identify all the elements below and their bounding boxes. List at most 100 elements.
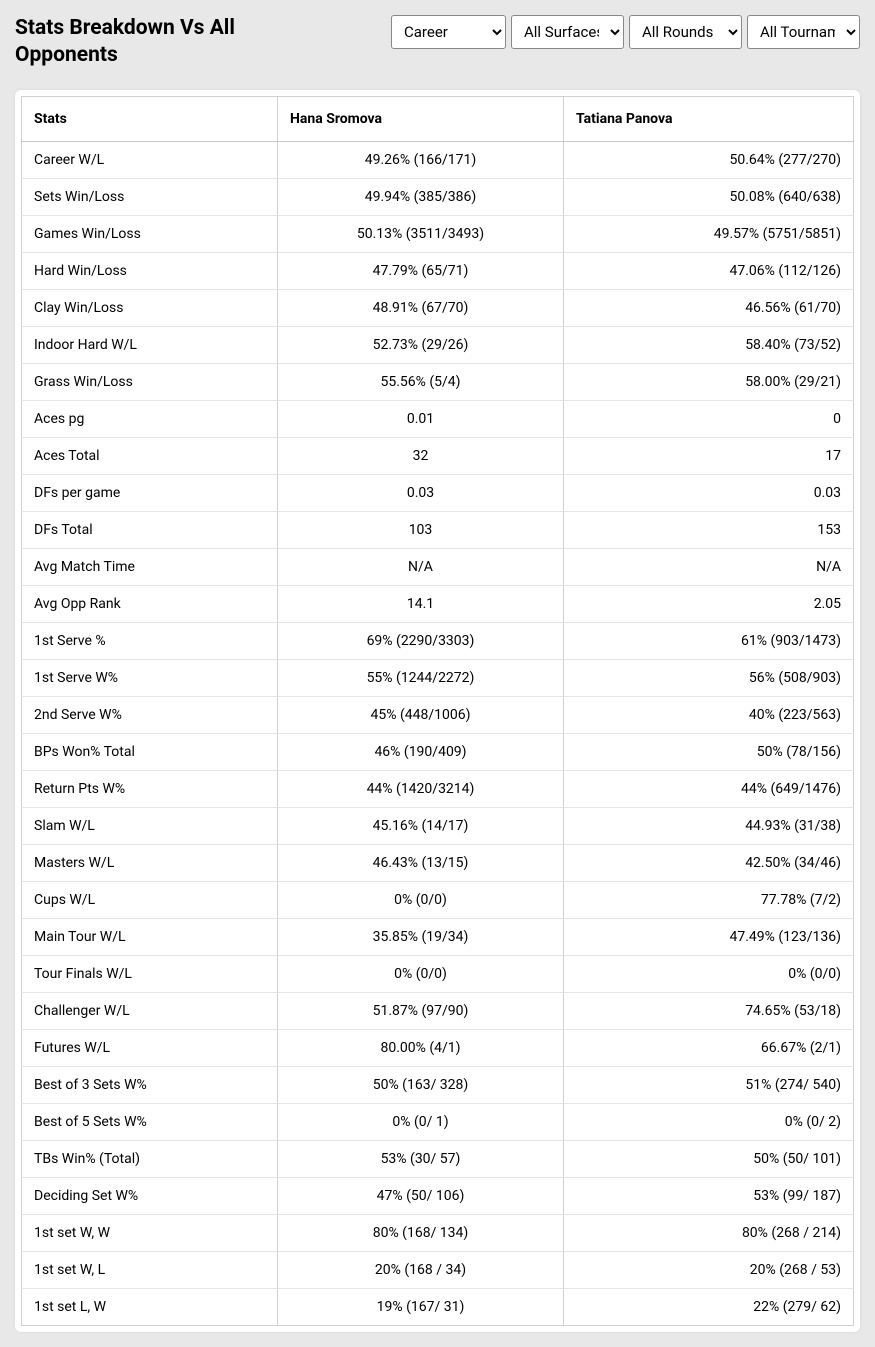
player1-value-cell: 44% (1420/3214)	[278, 770, 564, 807]
stats-table-container: Stats Hana Sromova Tatiana Panova Career…	[15, 90, 860, 1332]
player2-value-cell: 2.05	[564, 585, 854, 622]
player2-value-cell: 42.50% (34/46)	[564, 844, 854, 881]
table-row: Aces Total3217	[22, 437, 854, 474]
player2-value-cell: 44% (649/1476)	[564, 770, 854, 807]
player1-value-cell: 55.56% (5/4)	[278, 363, 564, 400]
table-row: Challenger W/L51.87% (97/90)74.65% (53/1…	[22, 992, 854, 1029]
player2-value-cell: 153	[564, 511, 854, 548]
table-row: Hard Win/Loss47.79% (65/71)47.06% (112/1…	[22, 252, 854, 289]
stat-label-cell: Sets Win/Loss	[22, 178, 278, 215]
stat-label-cell: Indoor Hard W/L	[22, 326, 278, 363]
player2-value-cell: 50.08% (640/638)	[564, 178, 854, 215]
table-row: Clay Win/Loss48.91% (67/70)46.56% (61/70…	[22, 289, 854, 326]
table-row: Best of 3 Sets W%50% (163/ 328)51% (274/…	[22, 1066, 854, 1103]
stat-label-cell: 1st set W, W	[22, 1214, 278, 1251]
table-row: DFs Total103153	[22, 511, 854, 548]
player1-value-cell: 19% (167/ 31)	[278, 1288, 564, 1325]
table-row: Aces pg0.010	[22, 400, 854, 437]
player1-value-cell: 45.16% (14/17)	[278, 807, 564, 844]
player1-value-cell: 80.00% (4/1)	[278, 1029, 564, 1066]
player1-value-cell: 45% (448/1006)	[278, 696, 564, 733]
table-row: Deciding Set W%47% (50/ 106)53% (99/ 187…	[22, 1177, 854, 1214]
player1-value-cell: N/A	[278, 548, 564, 585]
player1-value-cell: 35.85% (19/34)	[278, 918, 564, 955]
stat-label-cell: Career W/L	[22, 141, 278, 178]
player1-value-cell: 46% (190/409)	[278, 733, 564, 770]
stat-label-cell: Aces pg	[22, 400, 278, 437]
stats-table: Stats Hana Sromova Tatiana Panova Career…	[21, 96, 854, 1326]
player2-value-cell: 20% (268 / 53)	[564, 1251, 854, 1288]
stat-label-cell: Slam W/L	[22, 807, 278, 844]
table-row: 1st set W, W80% (168/ 134)80% (268 / 214…	[22, 1214, 854, 1251]
player2-value-cell: 47.06% (112/126)	[564, 252, 854, 289]
table-row: Career W/L49.26% (166/171)50.64% (277/27…	[22, 141, 854, 178]
col-player1-header: Hana Sromova	[278, 96, 564, 141]
table-row: Main Tour W/L35.85% (19/34)47.49% (123/1…	[22, 918, 854, 955]
player1-value-cell: 69% (2290/3303)	[278, 622, 564, 659]
filter-surfaces-select[interactable]: All Surfaces	[511, 15, 624, 49]
filter-rounds-select[interactable]: All Rounds	[629, 15, 742, 49]
player1-value-cell: 14.1	[278, 585, 564, 622]
player2-value-cell: N/A	[564, 548, 854, 585]
player1-value-cell: 0.03	[278, 474, 564, 511]
player2-value-cell: 47.49% (123/136)	[564, 918, 854, 955]
table-row: Avg Match TimeN/AN/A	[22, 548, 854, 585]
player1-value-cell: 32	[278, 437, 564, 474]
filter-tournaments-select[interactable]: All Tournaments	[747, 15, 860, 49]
table-row: Futures W/L80.00% (4/1)66.67% (2/1)	[22, 1029, 854, 1066]
stat-label-cell: 1st Serve W%	[22, 659, 278, 696]
filter-career-select[interactable]: Career	[391, 15, 506, 49]
player1-value-cell: 51.87% (97/90)	[278, 992, 564, 1029]
player2-value-cell: 44.93% (31/38)	[564, 807, 854, 844]
col-player2-header: Tatiana Panova	[564, 96, 854, 141]
stat-label-cell: 1st Serve %	[22, 622, 278, 659]
stat-label-cell: Cups W/L	[22, 881, 278, 918]
stat-label-cell: Grass Win/Loss	[22, 363, 278, 400]
player2-value-cell: 0% (0/0)	[564, 955, 854, 992]
table-row: Slam W/L45.16% (14/17)44.93% (31/38)	[22, 807, 854, 844]
player1-value-cell: 46.43% (13/15)	[278, 844, 564, 881]
stat-label-cell: Deciding Set W%	[22, 1177, 278, 1214]
player1-value-cell: 50% (163/ 328)	[278, 1066, 564, 1103]
player2-value-cell: 58.40% (73/52)	[564, 326, 854, 363]
stat-label-cell: Futures W/L	[22, 1029, 278, 1066]
player2-value-cell: 0% (0/ 2)	[564, 1103, 854, 1140]
player1-value-cell: 49.26% (166/171)	[278, 141, 564, 178]
player1-value-cell: 103	[278, 511, 564, 548]
player2-value-cell: 0	[564, 400, 854, 437]
table-row: Tour Finals W/L0% (0/0)0% (0/0)	[22, 955, 854, 992]
table-row: Return Pts W%44% (1420/3214)44% (649/147…	[22, 770, 854, 807]
player2-value-cell: 17	[564, 437, 854, 474]
stat-label-cell: Best of 5 Sets W%	[22, 1103, 278, 1140]
player1-value-cell: 0% (0/ 1)	[278, 1103, 564, 1140]
table-row: Games Win/Loss50.13% (3511/3493)49.57% (…	[22, 215, 854, 252]
player1-value-cell: 50.13% (3511/3493)	[278, 215, 564, 252]
player2-value-cell: 50.64% (277/270)	[564, 141, 854, 178]
table-row: Sets Win/Loss49.94% (385/386)50.08% (640…	[22, 178, 854, 215]
stat-label-cell: TBs Win% (Total)	[22, 1140, 278, 1177]
col-stats-header: Stats	[22, 96, 278, 141]
player2-value-cell: 0.03	[564, 474, 854, 511]
table-row: Best of 5 Sets W%0% (0/ 1)0% (0/ 2)	[22, 1103, 854, 1140]
table-row: 1st Serve %69% (2290/3303)61% (903/1473)	[22, 622, 854, 659]
player1-value-cell: 48.91% (67/70)	[278, 289, 564, 326]
stat-label-cell: 1st set L, W	[22, 1288, 278, 1325]
table-row: 1st Serve W%55% (1244/2272)56% (508/903)	[22, 659, 854, 696]
player1-value-cell: 49.94% (385/386)	[278, 178, 564, 215]
player1-value-cell: 80% (168/ 134)	[278, 1214, 564, 1251]
stat-label-cell: Games Win/Loss	[22, 215, 278, 252]
stat-label-cell: DFs per game	[22, 474, 278, 511]
player2-value-cell: 51% (274/ 540)	[564, 1066, 854, 1103]
player1-value-cell: 0.01	[278, 400, 564, 437]
player2-value-cell: 50% (50/ 101)	[564, 1140, 854, 1177]
table-row: 2nd Serve W%45% (448/1006)40% (223/563)	[22, 696, 854, 733]
player1-value-cell: 53% (30/ 57)	[278, 1140, 564, 1177]
stat-label-cell: Aces Total	[22, 437, 278, 474]
header-row: Stats Breakdown Vs All Opponents Career …	[15, 15, 860, 70]
table-row: 1st set L, W19% (167/ 31)22% (279/ 62)	[22, 1288, 854, 1325]
table-row: Cups W/L0% (0/0)77.78% (7/2)	[22, 881, 854, 918]
table-row: Masters W/L46.43% (13/15)42.50% (34/46)	[22, 844, 854, 881]
player2-value-cell: 61% (903/1473)	[564, 622, 854, 659]
player2-value-cell: 22% (279/ 62)	[564, 1288, 854, 1325]
page-title: Stats Breakdown Vs All Opponents	[15, 15, 335, 70]
